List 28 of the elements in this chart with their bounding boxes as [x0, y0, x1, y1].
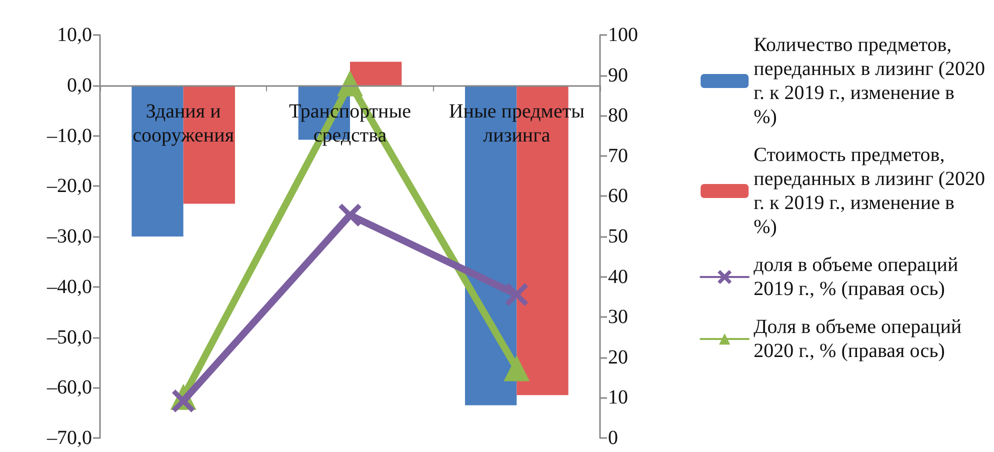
y2-tick-label: 50 [608, 226, 628, 248]
y-tick-label: 0,0 [67, 74, 92, 96]
y2-tick-label: 70 [608, 144, 628, 167]
y2-tick-label: 100 [608, 24, 638, 46]
point [337, 70, 363, 96]
y-tick-label: –60,0 [46, 376, 92, 399]
y-tick-label: –20,0 [46, 175, 92, 198]
y-tick-label: –10,0 [46, 124, 92, 147]
legend-label: Стоимость предметов, переданных в лизинг (2020 г. к 2019 г., изменение в %) [754, 144, 986, 238]
y2-tick-label: 0 [608, 427, 618, 449]
point [504, 355, 530, 382]
y-tick-label: –30,0 [46, 226, 92, 248]
y-tick-label: –50,0 [46, 326, 92, 348]
y-tick-label: –70,0 [46, 427, 92, 449]
y2-tick-label: 40 [608, 266, 628, 288]
point [339, 204, 361, 226]
y2-tick-label: 90 [608, 64, 628, 86]
legend-label: Доля в объеме операций 2020 г., % (правая ось) [754, 316, 962, 362]
y-tick-label: –40,0 [46, 276, 92, 298]
y2-tick-label: 20 [608, 346, 628, 368]
point [506, 284, 528, 306]
legend-label: Количество предметов, переданных в лизинг (2020 г. к 2019 г., изменение в %) [754, 34, 986, 128]
y-tick-label: 10,0 [57, 24, 92, 46]
y2-tick-label: 80 [608, 104, 628, 127]
y2-tick-label: 60 [608, 185, 628, 208]
y2-tick-label: 30 [608, 306, 628, 328]
legend-label: доля в объеме операций 2019 г., % (правая ось) [754, 254, 958, 300]
y2-tick-label: 10 [608, 386, 628, 409]
